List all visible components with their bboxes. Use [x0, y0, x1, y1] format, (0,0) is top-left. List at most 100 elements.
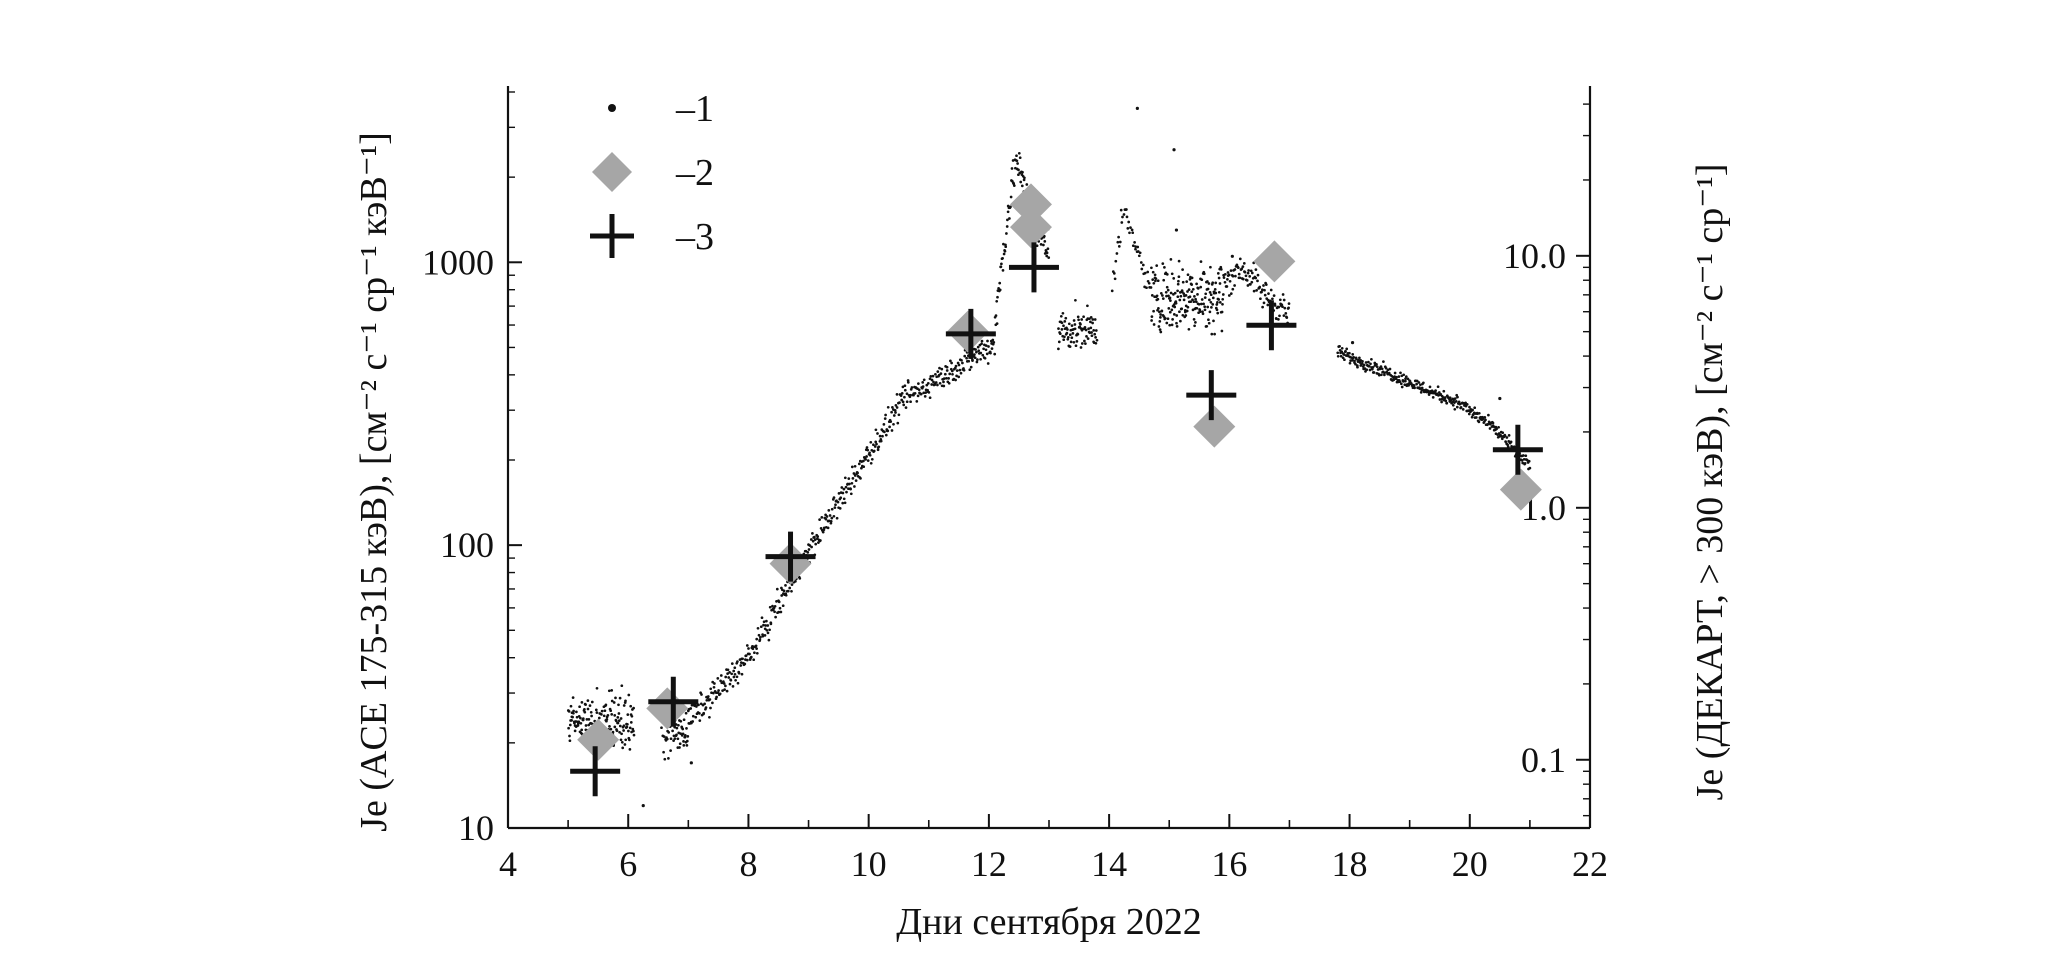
data-point	[1039, 243, 1043, 246]
x-tick-label: 22	[1572, 844, 1608, 884]
data-point	[1170, 272, 1174, 276]
data-point	[595, 711, 599, 714]
data-point	[1062, 324, 1065, 328]
data-point	[1370, 357, 1373, 361]
data-point	[1438, 398, 1442, 401]
data-point	[869, 461, 873, 465]
data-point	[886, 405, 890, 409]
data-point	[1161, 294, 1164, 297]
data-point	[1264, 283, 1268, 286]
data-point	[727, 676, 731, 679]
data-point	[719, 679, 722, 683]
data-point	[1343, 358, 1346, 362]
data-point	[1086, 337, 1090, 340]
data-point	[1358, 356, 1361, 360]
data-point	[813, 538, 817, 541]
data-point	[1398, 380, 1402, 384]
data-point	[1161, 297, 1165, 300]
data-point	[849, 492, 853, 496]
data-point	[1269, 288, 1273, 292]
data-point	[1206, 287, 1210, 291]
data-point	[580, 728, 584, 732]
data-point	[864, 458, 867, 461]
data-point	[1133, 241, 1136, 244]
data-point	[1190, 290, 1194, 294]
data-point	[1176, 295, 1180, 299]
data-point	[1139, 261, 1143, 264]
data-point	[724, 675, 728, 679]
data-point	[782, 589, 786, 593]
data-point	[784, 593, 788, 597]
data-point	[612, 701, 616, 704]
data-point	[982, 347, 985, 351]
data-point	[641, 804, 645, 808]
data-point	[575, 710, 578, 714]
data-point	[891, 406, 894, 409]
data-point	[1520, 459, 1524, 462]
data-point	[604, 703, 608, 707]
data-point	[1146, 270, 1150, 274]
data-point	[754, 644, 758, 648]
data-point	[1503, 434, 1507, 438]
data-point	[971, 359, 974, 362]
data-point	[1163, 316, 1167, 320]
data-point	[1393, 371, 1397, 375]
data-point	[1009, 205, 1012, 209]
data-point	[1152, 281, 1156, 285]
data-point	[1122, 213, 1126, 216]
data-point	[892, 422, 895, 426]
data-point	[1281, 293, 1285, 296]
data-point	[583, 710, 587, 714]
series-crosses	[570, 242, 1543, 797]
data-point	[1090, 331, 1093, 334]
data-point	[572, 709, 575, 713]
data-point	[768, 605, 772, 609]
data-point	[1042, 234, 1046, 238]
data-point	[595, 686, 599, 690]
data-point	[898, 401, 901, 404]
data-point	[895, 406, 899, 409]
x-tick-label: 14	[1091, 844, 1127, 884]
data-point	[841, 491, 845, 495]
data-point	[704, 706, 708, 709]
data-point	[945, 369, 949, 372]
data-point	[1176, 282, 1180, 286]
data-point	[957, 363, 961, 367]
data-point	[1169, 258, 1173, 261]
data-point	[1233, 268, 1237, 271]
data-point	[1147, 281, 1151, 285]
cross-marker	[945, 308, 996, 359]
data-point	[1165, 294, 1168, 298]
data-point	[808, 544, 812, 547]
data-point	[1207, 282, 1211, 285]
data-point	[1415, 382, 1418, 386]
data-point	[1200, 298, 1204, 301]
data-point	[571, 696, 575, 699]
data-point	[1521, 454, 1525, 457]
data-point	[788, 586, 792, 590]
data-point	[1117, 245, 1121, 248]
data-point	[916, 394, 920, 398]
data-point	[628, 726, 632, 730]
data-point	[1085, 335, 1088, 338]
data-point	[872, 449, 876, 453]
data-point	[620, 684, 624, 688]
data-point	[901, 385, 905, 389]
diamond-marker	[1499, 468, 1542, 511]
data-point	[1387, 371, 1391, 375]
data-point	[624, 738, 628, 742]
data-point	[1045, 251, 1049, 255]
data-point	[1159, 291, 1163, 295]
data-point	[1420, 388, 1424, 392]
data-point	[689, 707, 693, 710]
data-point	[1388, 367, 1392, 371]
data-point	[760, 616, 764, 620]
data-point	[752, 658, 756, 662]
data-point	[580, 701, 584, 704]
data-point	[767, 638, 771, 642]
data-point	[1507, 434, 1511, 437]
data-point	[1019, 180, 1023, 184]
data-point	[974, 348, 977, 351]
data-point	[616, 716, 620, 719]
